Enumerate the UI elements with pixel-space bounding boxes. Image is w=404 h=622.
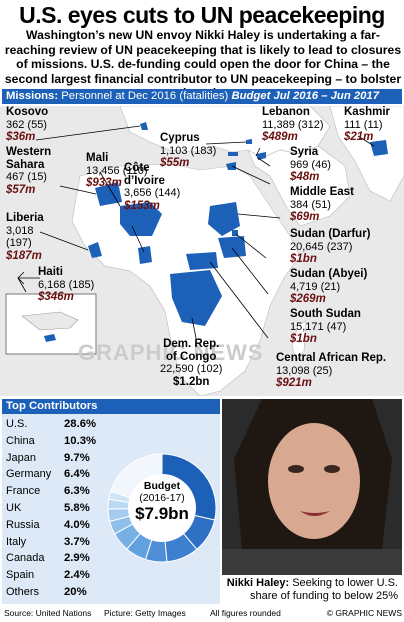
- headline: U.S. eyes cuts to UN peacekeeping: [19, 2, 385, 28]
- contributor-pct: 2.9%: [64, 552, 90, 565]
- contributor-row: UK 5.8%: [6, 501, 114, 515]
- contributor-row: China 10.3%: [6, 434, 114, 448]
- contributor-pct: 9.7%: [64, 451, 90, 464]
- contributor-pct: 6.4%: [64, 468, 90, 481]
- contributor-country: China: [6, 434, 35, 447]
- mission-kashmir: Kashmir 111 (11) $21m: [344, 106, 391, 144]
- mission-mali: Mali 13,456 (110) $933m: [86, 152, 148, 190]
- mission-western-sahara: Western Sahara 467 (15) $57m: [6, 146, 52, 196]
- contributor-country: Russia: [6, 518, 40, 531]
- mission-sudan-abyei: Sudan (Abyei) 4,719 (21) $269m: [290, 268, 368, 306]
- footer: Source: United Nations Picture: Getty Im…: [4, 608, 402, 619]
- contributor-pct: 4.0%: [64, 518, 90, 531]
- mission-cote-divoire: Côte d’Ivoire 3,656 (144) $153m: [124, 162, 181, 212]
- map-graphic: [0, 105, 404, 397]
- contributor-row: France 6.3%: [6, 484, 114, 498]
- contributor-pct: 2.4%: [64, 569, 90, 582]
- contributor-pct: 28.6%: [64, 418, 97, 430]
- contributor-country: Others: [6, 586, 40, 598]
- footer-picture: Picture: Getty Images: [104, 608, 186, 618]
- top-contributors-heading: Top Contributors: [2, 399, 220, 414]
- contributor-row: Canada 2.9%: [6, 551, 114, 565]
- footer-source: Source: United Nations: [4, 608, 92, 618]
- top-contributors-panel: U.S. 28.6% China 10.3% Japan 9.7% Germany 6.4% F…: [2, 414, 220, 604]
- caption-name: Nikki Haley:: [226, 577, 290, 589]
- donut-center: Budget (2016-17) $7.9bn: [132, 480, 192, 524]
- contributor-pct: 20%: [64, 586, 87, 598]
- mission-kosovo: Kosovo 362 (55) $36m: [6, 106, 49, 144]
- mission-cyprus: Cyprus 1,103 (183) $55m: [160, 132, 217, 170]
- budget-donut: [107, 453, 217, 563]
- donut-period: (2016-17): [139, 492, 185, 504]
- donut-label: Budget: [143, 480, 181, 492]
- contributor-pct: 6.3%: [64, 485, 90, 498]
- footer-note: All figures rounded: [210, 608, 281, 618]
- portrait-image: [222, 399, 402, 604]
- contributor-country: Japan: [6, 451, 36, 464]
- mission-liberia: Liberia 3,018 (197) $187m: [6, 212, 44, 262]
- mission-haiti: Haiti 6,168 (185) $346m: [38, 266, 95, 304]
- contributor-country: Spain: [6, 569, 35, 582]
- mission-syria: Syria 969 (46) $48m: [290, 146, 331, 184]
- contributor-pct: 10.3%: [64, 434, 97, 447]
- contributor-country: U.S.: [6, 418, 28, 430]
- missions-bar-budget: Budget Jul 2016 – Jun 2017: [231, 90, 379, 102]
- nikki-haley-photo: Nikki Haley: Seeking to lower U.S. share…: [222, 399, 402, 604]
- missions-bar: Missions: Personnel at Dec 2016 (fatalit…: [2, 89, 402, 104]
- missions-bar-label: Missions:: [6, 90, 59, 102]
- mission-lebanon: Lebanon 11,389 (312) $489m: [262, 106, 324, 144]
- donut-total: $7.9bn: [135, 504, 189, 523]
- contributor-country: France: [6, 485, 41, 498]
- contributor-row: Others 20%: [6, 585, 114, 599]
- watermark: GRAPHIC NEWS: [78, 340, 264, 365]
- mission-central-african-rep: Central African Rep. 13,098 (25) $921m: [276, 352, 387, 390]
- contributor-row: Russia 4.0%: [6, 518, 114, 532]
- mission-sudan-darfur: Sudan (Darfur) 20,645 (237) $1bn: [290, 228, 371, 266]
- contributor-country: Canada: [6, 552, 45, 565]
- contributor-row: Spain 2.4%: [6, 568, 114, 582]
- intro-text: Washington’s new UN envoy Nikki Haley is…: [4, 28, 402, 100]
- mission-map: GRAPHIC NEWS Kosovo 362 (55) $36m Western …: [0, 105, 404, 397]
- contributor-country: Germany: [6, 468, 52, 481]
- contributor-pct: 5.8%: [64, 502, 90, 514]
- mission-middle-east: Middle East 384 (51) $69m: [290, 186, 354, 224]
- mission-south-sudan: South Sudan 15,171 (47) $1bn: [290, 308, 361, 346]
- contributor-row: Germany 6.4%: [6, 467, 114, 481]
- missions-bar-personnel: Personnel at Dec 2016 (fatalities): [61, 90, 229, 102]
- contributor-country: UK: [6, 502, 22, 514]
- footer-credit: © GRAPHIC NEWS: [326, 608, 402, 618]
- contributor-country: Italy: [6, 535, 27, 548]
- contributor-pct: 3.7%: [64, 535, 90, 548]
- contributor-row: Italy 3.7%: [6, 535, 114, 549]
- photo-caption: Nikki Haley: Seeking to lower U.S. share…: [222, 575, 402, 604]
- contributor-row: Japan 9.7%: [6, 451, 114, 465]
- caption-text: Seeking to lower U.S. share of funding t…: [250, 577, 398, 602]
- mission-drc: Dem. Rep. of Congo 22,590 (102) $1.2bn: [160, 338, 223, 388]
- contributor-row: U.S. 28.6%: [6, 417, 114, 431]
